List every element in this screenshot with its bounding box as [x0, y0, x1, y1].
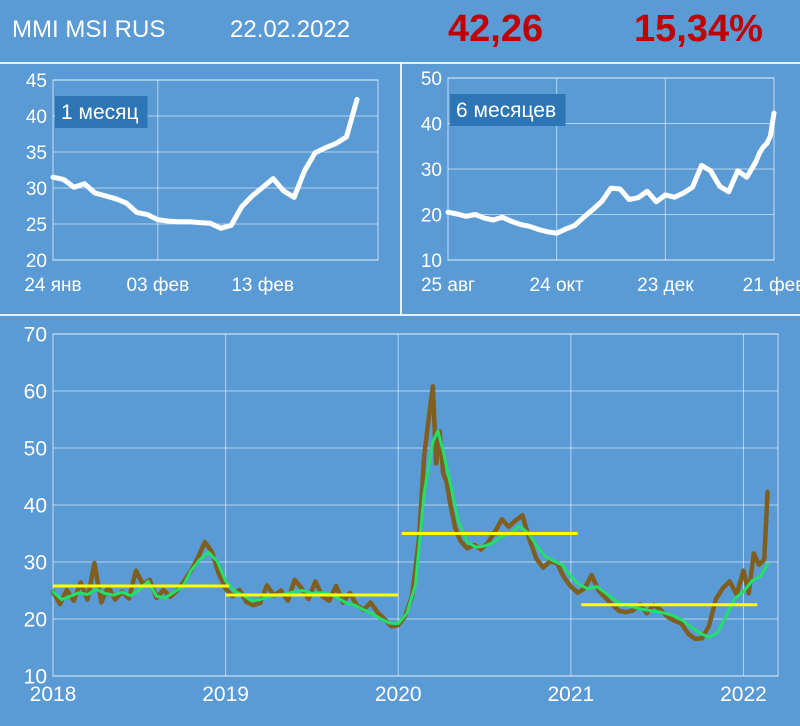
- panel-divider: [400, 62, 402, 314]
- x-tick-label: 2021: [547, 683, 594, 706]
- y-tick-label: 40: [26, 107, 47, 128]
- y-tick-label: 40: [421, 114, 442, 135]
- y-tick-label: 35: [26, 143, 47, 164]
- y-tick-label: 20: [24, 609, 47, 632]
- y-tick-label: 30: [421, 160, 442, 181]
- period-badge: [55, 96, 148, 128]
- y-tick-label: 50: [421, 69, 442, 90]
- y-tick-label: 20: [421, 205, 442, 226]
- ticker-label: MMI MSI RUS: [12, 16, 166, 43]
- x-tick-label: 2018: [30, 683, 77, 706]
- y-tick-label: 30: [26, 179, 47, 200]
- series-line: [445, 110, 777, 236]
- period-badge-label: 6 месяцев: [456, 99, 556, 122]
- x-tick-label: 13 фев: [231, 275, 294, 296]
- chart-1-month: 20 25 30 35 40 45 24 янв 03 фев 13 фев 1 месяц: [24, 71, 379, 296]
- x-tick-label: 23 дек: [637, 275, 694, 296]
- series-line-smoothed: [51, 429, 770, 639]
- date-label: 22.02.2022: [230, 16, 351, 43]
- chart-history: 10 20 30 40 50 60 70 2018 2019 2020 2021 2022: [24, 324, 779, 706]
- period-badge-label: 1 месяц: [61, 101, 139, 124]
- y-tick-label: 70: [24, 324, 47, 347]
- section-divider: [0, 314, 800, 316]
- y-tick-label: 50: [24, 438, 47, 461]
- header: MMI MSI RUS 22.02.2022 42,26 15,34%: [0, 0, 800, 62]
- chart-6-months: 10 20 30 40 50 25 авг 24 окт 23 дек 21 фев 6 меся…: [421, 69, 800, 296]
- x-tick-label: 2020: [375, 683, 422, 706]
- x-tick-label: 2022: [720, 683, 767, 706]
- x-tick-label: 21 фев: [743, 275, 800, 296]
- period-badge: [450, 94, 566, 126]
- x-tick-label: 24 окт: [530, 275, 585, 296]
- x-tick-label: 25 авг: [421, 275, 475, 296]
- y-tick-label: 45: [26, 71, 47, 92]
- y-tick-label: 25: [26, 215, 47, 236]
- x-tick-label: 24 янв: [24, 275, 81, 296]
- y-tick-label: 20: [26, 251, 47, 272]
- series-line: [50, 96, 360, 231]
- y-tick-label: 60: [24, 381, 47, 404]
- y-tick-label: 10: [24, 666, 47, 689]
- y-tick-label: 10: [421, 251, 442, 272]
- index-value: 42,26: [448, 8, 544, 50]
- y-tick-label: 40: [24, 495, 47, 518]
- change-percent: 15,34%: [634, 8, 763, 50]
- x-tick-label: 2019: [202, 683, 249, 706]
- x-tick-label: 03 фев: [126, 275, 189, 296]
- y-tick-label: 30: [24, 552, 47, 575]
